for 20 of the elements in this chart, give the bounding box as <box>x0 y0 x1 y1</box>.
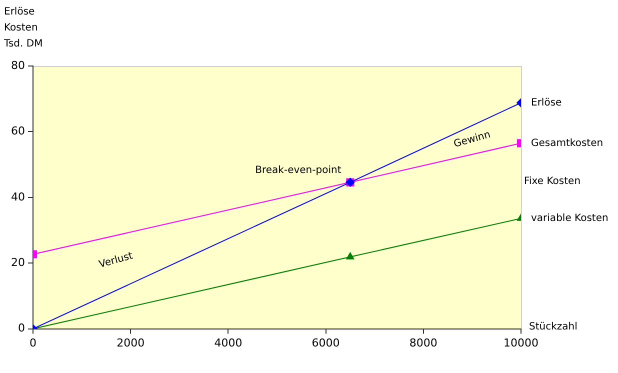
annotation: Verlust <box>98 250 134 270</box>
y-tick-label: 80 <box>10 58 25 72</box>
x-tick-label: 6000 <box>312 336 340 350</box>
y-tick-label: 60 <box>10 124 25 138</box>
y-axis-title: Erlöse Kosten Tsd. DM <box>3 6 43 50</box>
y-tick-label: 20 <box>10 256 25 269</box>
y-tick-label: 40 <box>10 190 25 204</box>
series-label: variable Kosten <box>531 213 608 224</box>
x-tick-label: 8000 <box>409 336 438 350</box>
x-tick-label: 0 <box>29 336 36 350</box>
x-tick-label: 4000 <box>214 336 242 350</box>
x-tick-label: 2000 <box>116 336 145 350</box>
x-axis-title: Stückzahl <box>529 321 578 332</box>
series-label: Gesamtkosten <box>531 138 604 149</box>
text: Fixe Kosten <box>524 176 581 188</box>
series-label: Erlöse <box>531 97 562 108</box>
annotation: Break-even-point <box>255 164 342 176</box>
y-tick-label: 0 <box>18 322 25 335</box>
annotation: Gewinn <box>452 129 492 150</box>
x-tick-label: 10000 <box>504 336 538 350</box>
